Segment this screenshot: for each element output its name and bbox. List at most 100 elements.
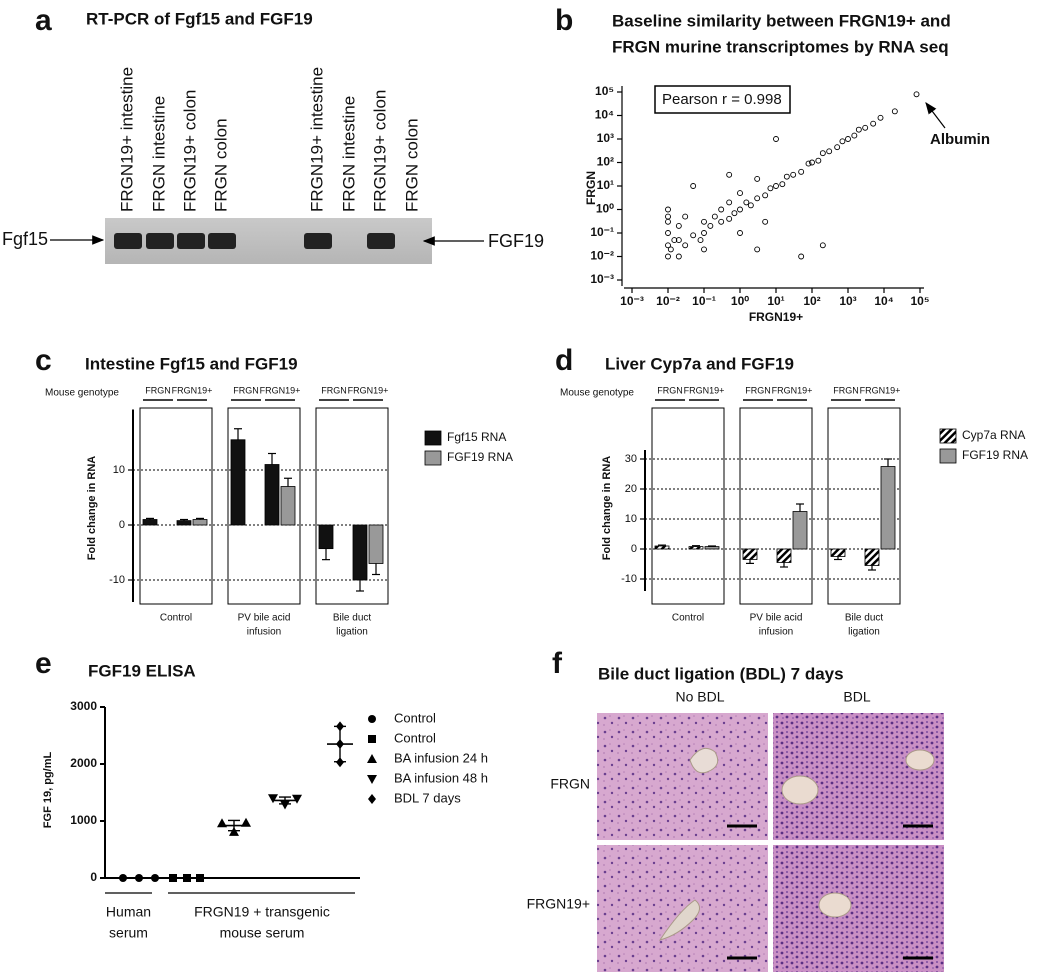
legend-label: BDL 7 days	[394, 790, 461, 805]
chart-title: Liver Cyp7a and FGF19	[605, 354, 794, 373]
point	[819, 150, 826, 157]
point	[707, 222, 714, 229]
genotype: FRGN	[745, 385, 771, 395]
x-axis-label: FRGN19+	[749, 310, 803, 324]
group-box	[651, 407, 725, 605]
group-label: Human	[106, 904, 151, 920]
marker	[368, 794, 376, 804]
marker	[268, 794, 278, 804]
group-label: Bile duct	[333, 613, 372, 624]
point	[726, 199, 733, 206]
panel-letter: b	[555, 4, 573, 37]
point	[762, 218, 769, 225]
y-axis-label: Fold change in RNA	[86, 456, 98, 561]
point	[834, 144, 841, 151]
genotype: FRGN	[321, 385, 347, 395]
panel-title: RT-PCR of Fgf15 and FGF19	[86, 9, 313, 28]
point	[726, 215, 733, 222]
point	[697, 237, 704, 244]
bar	[792, 511, 808, 550]
lane-label: FRGN19+ intestine	[117, 67, 136, 212]
point	[737, 206, 743, 213]
point	[798, 253, 805, 260]
bar	[318, 524, 334, 550]
marker	[280, 800, 290, 810]
point	[671, 237, 678, 244]
lane-label: FRGN19+ intestine	[307, 67, 326, 212]
x-tick-label: 10⁴	[874, 294, 893, 308]
genotype: FRGN19+	[860, 385, 901, 395]
y-tick-label: 10¹	[597, 178, 614, 192]
y-tick-label: 0	[119, 519, 125, 531]
marker	[368, 715, 376, 723]
bar	[704, 546, 720, 550]
y-tick-label: 10	[625, 513, 637, 525]
y-tick-label: 0	[631, 543, 637, 555]
y-tick-label: 10⁻¹	[590, 225, 614, 239]
point	[839, 138, 846, 145]
y-tick-label: 10⁻²	[590, 249, 614, 263]
marker	[367, 754, 377, 763]
genotype: FRGN19+	[772, 385, 813, 395]
lane-label: FRGN intestine	[149, 96, 168, 212]
point	[809, 159, 815, 166]
point	[773, 183, 779, 189]
point	[851, 132, 858, 139]
legend-swatch	[424, 430, 442, 446]
point	[779, 181, 786, 188]
lane-label: FRGN colon	[211, 118, 230, 212]
gel-band	[208, 233, 236, 249]
point	[891, 108, 898, 115]
group-label: ligation	[848, 627, 880, 638]
group-box	[827, 407, 901, 605]
group-label: infusion	[759, 627, 793, 638]
point	[675, 253, 682, 260]
point	[773, 136, 779, 142]
y-tick-label: 10⁴	[595, 108, 614, 122]
point	[877, 114, 884, 121]
gel-band	[146, 233, 174, 249]
x-tick-label: 10⁰	[731, 294, 749, 308]
point	[675, 222, 682, 229]
x-tick-label: 10⁻³	[620, 294, 644, 308]
point	[855, 126, 862, 133]
point	[790, 171, 797, 178]
point	[845, 136, 851, 142]
histology-image	[773, 845, 944, 972]
bar	[654, 545, 670, 550]
y-tick-label: 30	[625, 453, 637, 465]
x-tick-label: 10⁻¹	[692, 294, 716, 308]
point	[665, 230, 671, 236]
y-tick-label: 10⁵	[595, 84, 614, 98]
y-axis-label: FGF 19, pg/mL	[42, 752, 54, 829]
y-axis-label: FRGN	[584, 171, 598, 205]
y-tick-label: 10²	[597, 155, 614, 169]
marker	[119, 874, 127, 882]
group-box	[139, 407, 213, 605]
legend-swatch	[939, 448, 957, 464]
legend-swatch	[424, 450, 442, 466]
group-label: ligation	[336, 627, 368, 638]
group-label: mouse serum	[220, 925, 305, 941]
y-tick-label: 10⁰	[596, 202, 614, 216]
y-tick-label: 2000	[70, 756, 97, 770]
point	[701, 218, 707, 225]
genotype-label: Mouse genotype	[560, 388, 634, 399]
legend-label: BA infusion 48 h	[394, 770, 488, 785]
column-label: No BDL	[675, 689, 724, 705]
chart-title: Intestine Fgf15 and FGF19	[85, 354, 298, 373]
group-box	[315, 407, 389, 605]
marker	[169, 874, 177, 882]
y-tick-label: -10	[109, 574, 125, 586]
y-tick-label: 3000	[70, 699, 97, 713]
legend-label: Cyp7a RNA	[962, 428, 1025, 442]
x-tick-label: 10²	[803, 294, 820, 308]
point	[675, 237, 682, 244]
vessel	[781, 775, 819, 805]
x-tick-label: 10⁵	[911, 294, 930, 308]
annotation-arrow	[925, 102, 946, 129]
panel-letter: f	[552, 647, 563, 680]
group-label: serum	[109, 925, 148, 941]
chart-title: Baseline similarity between FRGN19+ and	[612, 11, 951, 30]
